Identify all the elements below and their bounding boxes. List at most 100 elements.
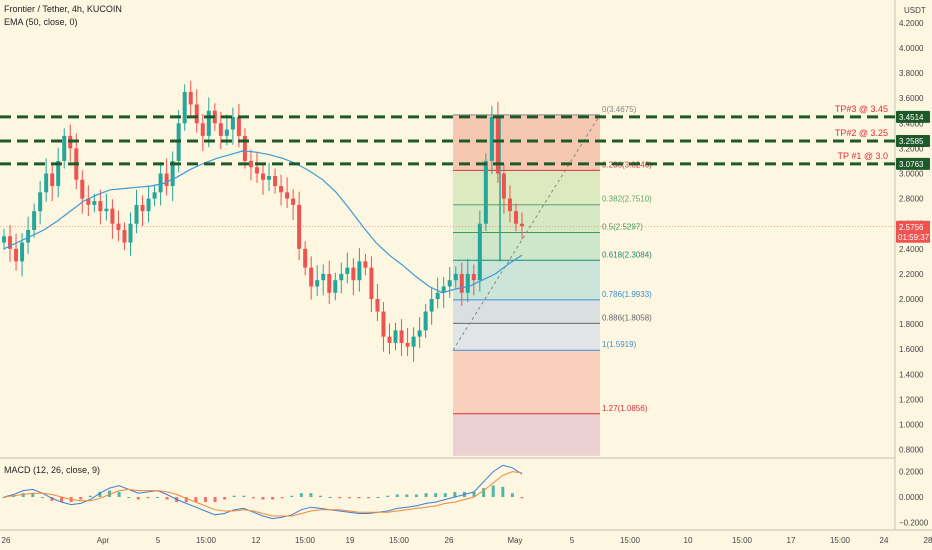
target-badge-value: 3.4514 xyxy=(899,113,924,122)
target-badge xyxy=(896,110,930,123)
candle-body xyxy=(267,176,272,180)
candle-body xyxy=(309,267,314,287)
y-tick-label: 3.0000 xyxy=(899,170,924,179)
candle-body xyxy=(381,311,386,337)
candle-body xyxy=(321,273,326,281)
macd-histogram-bar xyxy=(40,497,44,498)
candle-body xyxy=(116,223,121,230)
y-tick-label: 3.4000 xyxy=(899,119,924,128)
x-tick-label: 26 xyxy=(2,536,11,545)
fib-zone xyxy=(453,323,600,351)
x-tick-label: Apr xyxy=(97,536,110,545)
macd-histogram-bar xyxy=(280,497,284,499)
candle-body xyxy=(62,135,67,161)
x-tick-label: 15:00 xyxy=(830,536,851,545)
candle-body xyxy=(146,198,151,212)
candle-body xyxy=(375,299,380,312)
candle-body xyxy=(206,110,211,136)
candle-body xyxy=(104,208,109,212)
macd-histogram-bar xyxy=(338,497,342,499)
fib-level-label: 0.618(2.3084) xyxy=(602,250,652,259)
macd-histogram-bar xyxy=(155,497,159,498)
candles xyxy=(2,80,524,362)
target-badge-value: 3.0763 xyxy=(899,160,924,169)
x-tick-label: 5 xyxy=(570,536,575,545)
candle-body xyxy=(92,201,97,205)
candle-body xyxy=(399,330,404,343)
macd-histogram-bar xyxy=(21,493,25,497)
target-label: TP #1 @ 3.0 xyxy=(838,151,889,161)
candle-body xyxy=(447,280,452,287)
fib-zone xyxy=(453,350,600,414)
y-tick-label: 1.0000 xyxy=(899,421,924,430)
fib-zone xyxy=(453,204,600,233)
candle-body xyxy=(254,167,259,174)
candle-body xyxy=(297,204,302,249)
x-tick-label: 15:00 xyxy=(732,536,753,545)
candle-body xyxy=(501,173,506,199)
candle-body xyxy=(261,173,265,180)
fib-level-label: 0.382(2.7510) xyxy=(602,195,652,204)
macd-histogram-bar xyxy=(434,493,438,497)
target-badge xyxy=(896,157,930,170)
x-tick-label: 17 xyxy=(787,536,796,545)
y-tick-label: 3.2000 xyxy=(899,144,924,153)
take-profit-targets: TP#3 @ 3.45 3.4514 TP#2 @ 3.25 3.2585 TP #1 … xyxy=(0,104,930,170)
candle-body xyxy=(122,229,127,243)
candle-body xyxy=(14,248,19,262)
macd-histogram-bar xyxy=(290,495,294,497)
macd-histogram-bar xyxy=(395,494,399,497)
fib-level-label: 0.786(1.9933) xyxy=(602,290,652,299)
target-badge xyxy=(896,135,930,148)
candle-body xyxy=(520,223,524,227)
fib-zone xyxy=(453,299,600,324)
candle-body xyxy=(285,192,290,199)
macd-signal-line xyxy=(3,471,523,517)
candle-body xyxy=(357,261,362,281)
macd-histogram-bar xyxy=(357,497,361,499)
candle-body xyxy=(158,173,163,193)
macd-histogram-bar xyxy=(88,495,92,497)
macd-histogram-bar xyxy=(251,497,255,499)
candle-body xyxy=(273,176,278,187)
current-price-badge xyxy=(896,220,930,243)
candle-body xyxy=(20,242,25,262)
candle-body xyxy=(182,91,187,124)
fib-zone xyxy=(453,260,600,300)
candle-body xyxy=(411,336,416,347)
macd-histogram-bar xyxy=(414,494,418,497)
macd-y-tick-label: 0.0000 xyxy=(899,493,924,502)
fib-zone xyxy=(453,170,600,205)
macd-histogram-bar xyxy=(146,497,150,499)
macd-histogram-bar xyxy=(482,488,486,497)
macd-histogram-bar xyxy=(299,493,303,497)
target-label: TP#2 @ 3.25 xyxy=(835,128,888,138)
macd-histogram-bar xyxy=(405,494,409,497)
candle-body xyxy=(170,160,175,187)
candle-body xyxy=(188,91,193,105)
candle-body xyxy=(477,223,482,281)
y-tick-label: 1.6000 xyxy=(899,345,924,354)
fib-level-label: 1(1.5919) xyxy=(602,340,637,349)
macd-histogram-bar xyxy=(127,497,131,498)
y-tick-label: 1.2000 xyxy=(899,395,924,404)
candle-body xyxy=(333,280,338,293)
macd-histogram-bar xyxy=(136,497,140,500)
current-price-value: 2.5756 xyxy=(899,223,924,232)
y-tick-label: 3.8000 xyxy=(899,69,924,78)
x-tick-label: 19 xyxy=(346,536,355,545)
y-tick-label: 1.8000 xyxy=(899,320,924,329)
candle-body xyxy=(417,330,422,337)
macd-histogram-bar xyxy=(453,491,457,497)
candle-body xyxy=(224,129,229,136)
macd-y-tick-label: 0.2000 xyxy=(899,468,924,477)
candle-body xyxy=(134,204,139,224)
macd-histogram-bar xyxy=(242,495,246,497)
candle-body xyxy=(453,273,458,281)
macd-histogram-bar xyxy=(98,491,102,497)
macd-histogram-bar xyxy=(271,497,275,500)
currency-label: USDT xyxy=(904,6,926,15)
candle-body xyxy=(86,198,91,205)
macd-pane: 0.2000 0.0000 −0.2000 xyxy=(2,464,929,527)
